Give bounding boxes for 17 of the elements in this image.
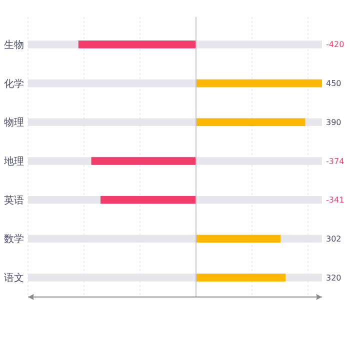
data-label: -374 xyxy=(326,156,344,166)
y-tick-label: 英语 xyxy=(4,194,24,206)
y-tick-label: 物理 xyxy=(4,118,24,129)
data-label: -341 xyxy=(326,196,344,205)
bar xyxy=(100,196,196,204)
y-tick-label: 语文 xyxy=(4,272,24,284)
bar xyxy=(196,274,286,282)
bar xyxy=(196,234,281,243)
y-tick-label: 数学 xyxy=(4,233,24,246)
y-tick-label: 生物 xyxy=(4,38,24,51)
data-label: 320 xyxy=(326,273,342,282)
data-label: 450 xyxy=(326,79,342,88)
data-label: 302 xyxy=(326,234,342,244)
data-label: -420 xyxy=(326,40,344,50)
y-tick-label: 地理 xyxy=(3,156,24,168)
data-label: 390 xyxy=(326,118,342,127)
y-tick-label: 化学 xyxy=(4,78,24,90)
